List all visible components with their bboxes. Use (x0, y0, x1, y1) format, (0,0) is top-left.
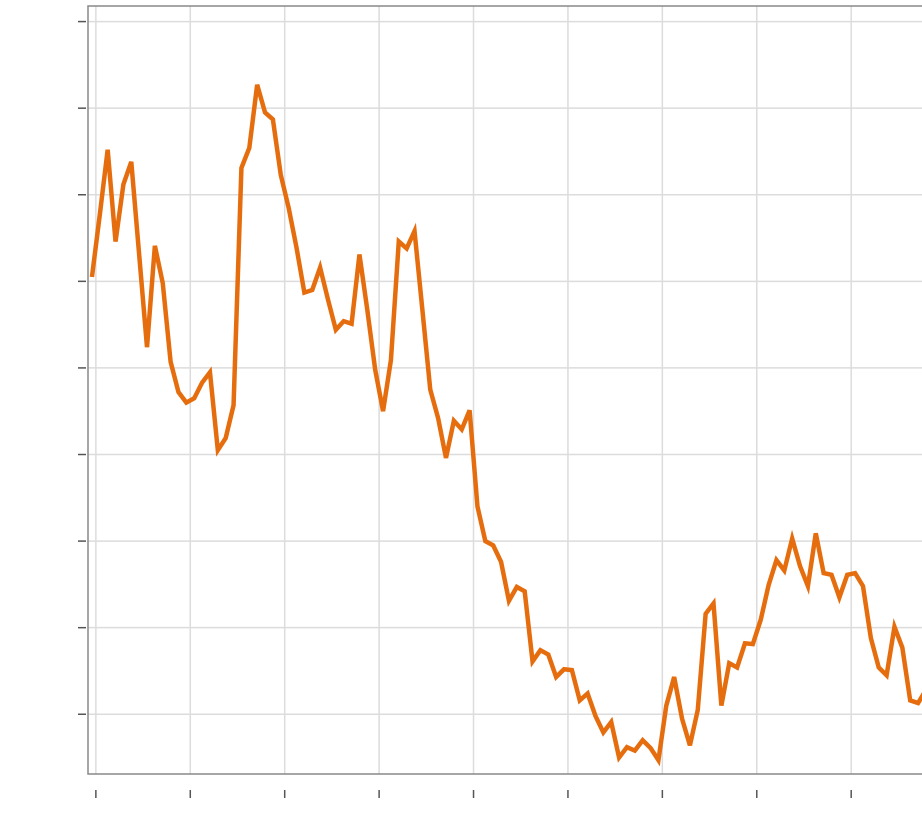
plot-frame (87, 5, 922, 775)
line (89, 84, 922, 767)
lines (89, 84, 922, 767)
ticks (78, 20, 852, 798)
